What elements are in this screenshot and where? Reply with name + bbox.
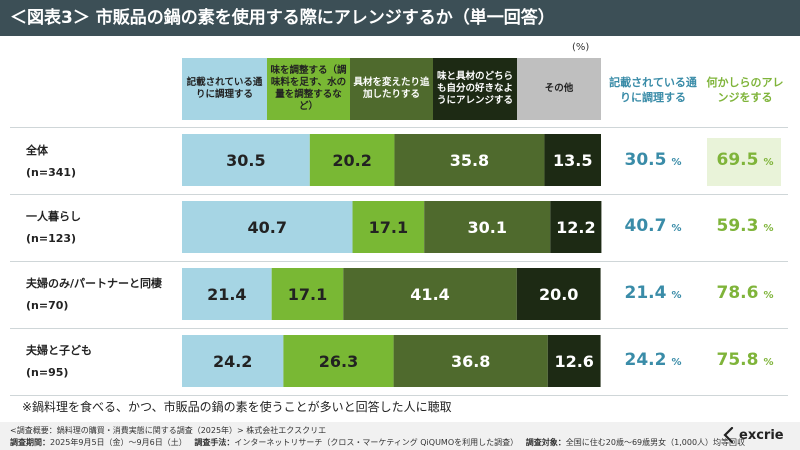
header-summary-as-written: 記載されている通りに調理する [609, 76, 697, 104]
bar-value-label: 24.2 [213, 352, 252, 371]
bar-segment [182, 335, 284, 387]
row-label-family: 夫婦と子ども (n=95) [26, 340, 92, 384]
separator-line [10, 395, 788, 396]
separator-line [10, 328, 788, 329]
row-label-name: 全体 [26, 144, 48, 157]
bar-segment [394, 134, 545, 186]
bar-value-label: 21.4 [207, 285, 246, 304]
summary-value: 59.3 [716, 216, 759, 236]
row-label-n: (n=70) [26, 299, 69, 312]
survey-overview: <調査概要：鍋料理の購買・消費実態に関する調査（2025年）> 株式会社エクスク… [10, 426, 327, 435]
bar-segment [544, 134, 601, 186]
separator-line [10, 194, 788, 195]
summary-as-written-single: 40.7% [605, 216, 701, 236]
bar-segment [547, 335, 601, 387]
slash-arrow-icon [723, 427, 734, 443]
company-logo: excrie [722, 425, 794, 445]
summary-unit: % [671, 357, 682, 368]
header-change-ingredients: 具材を変えたり追加したりする [350, 58, 433, 120]
survey-target: 全国に住む20歳～69歳男女（1,000人）均等回収 [565, 438, 746, 447]
row-label-single: 一人暮らし (n=123) [26, 206, 81, 250]
row-label-n: (n=123) [26, 232, 77, 245]
chart-title: ＜図表3＞ 市販品の鍋の素を使用する際にアレンジするか（単一回答） [10, 8, 555, 28]
summary-value: 21.4 [624, 283, 667, 303]
row-label-name: 夫婦のみ/パートナーと同棲 [26, 277, 163, 290]
summary-value: 40.7 [624, 216, 667, 236]
logo-text: excrie [739, 427, 784, 443]
summary-unit: % [763, 223, 774, 234]
bar-value-label: 40.7 [248, 218, 287, 237]
summary-as-written-family: 24.2% [605, 350, 701, 370]
bar-value-label: 20.2 [332, 151, 371, 170]
bar-value-label: 12.6 [554, 352, 593, 371]
row-label-total: 全体 (n=341) [26, 140, 76, 184]
bar-segment [424, 201, 551, 253]
bar-segment [516, 268, 601, 320]
summary-value: 30.5 [624, 150, 667, 170]
survey-period: 2025年9月5日（金）～9月6日（土） [50, 438, 187, 447]
summary-unit: % [671, 290, 682, 301]
bar-segment [352, 201, 425, 253]
separator-line [10, 261, 788, 262]
bar-segment [182, 134, 310, 186]
bar-value-label: 35.8 [450, 151, 489, 170]
row-label-n: (n=95) [26, 366, 69, 379]
header-summary-any-arrange: 何かしらのアレンジをする [706, 76, 784, 104]
survey-method: インターネットリサーチ（クロス・マーケティング QiQUMOを利用した調査） [234, 438, 519, 447]
bar-value-label: 20.0 [539, 285, 578, 304]
bar-value-label: 30.1 [467, 218, 506, 237]
summary-unit: % [671, 223, 682, 234]
header-other: その他 [517, 58, 601, 120]
bar-segment [182, 268, 272, 320]
summary-value: 75.8 [716, 350, 759, 370]
bar-value-label: 36.8 [451, 352, 490, 371]
footnote: ※鍋料理を食べる、かつ、市販品の鍋の素を使うことが多いと回答した人に聴取 [22, 400, 452, 414]
summary-value: 69.5 [716, 150, 759, 170]
survey-method-label: 調査手法： [194, 438, 235, 447]
bar-segment [393, 335, 548, 387]
header-as-written: 記載されている通りに調理する [182, 58, 267, 120]
summary-value: 24.2 [624, 350, 667, 370]
summary-value: 78.6 [716, 283, 759, 303]
row-label-name: 夫婦と子ども [26, 344, 92, 357]
bar-value-label: 26.3 [319, 352, 358, 371]
summary-any-arrange-family: 75.8% [705, 350, 785, 370]
summary-as-written-couple: 21.4% [605, 283, 701, 303]
bar-segment [283, 335, 394, 387]
summary-unit: % [671, 157, 682, 168]
bar-value-label: 41.4 [410, 285, 449, 304]
bar-segment [182, 201, 353, 253]
bar-value-label: 17.1 [369, 218, 408, 237]
summary-any-arrange-total: 69.5% [705, 150, 785, 170]
summary-any-arrange-single: 59.3% [705, 216, 785, 236]
survey-period-label: 調査期間： [10, 438, 50, 447]
row-label-couple: 夫婦のみ/パートナーと同棲 (n=70) [26, 273, 162, 317]
bar-segment [550, 201, 602, 253]
row-label-name: 一人暮らし [26, 210, 81, 223]
unit-label: (%) [572, 42, 590, 53]
summary-unit: % [763, 157, 774, 168]
highlight-box [707, 138, 781, 186]
bar-value-label: 13.5 [553, 151, 592, 170]
title-bar [0, 0, 800, 36]
separator-line [10, 127, 788, 128]
survey-target-label: 調査対象： [525, 438, 566, 447]
row-label-n: (n=341) [26, 166, 77, 179]
bar-value-label: 30.5 [226, 151, 265, 170]
footer-bar [0, 422, 800, 450]
summary-unit: % [763, 290, 774, 301]
header-arrange-both: 味と具材のどちらも自分の好きなようにアレンジする [433, 58, 517, 120]
summary-unit: % [763, 357, 774, 368]
bar-segment [309, 134, 395, 186]
bar-segment [271, 268, 344, 320]
bar-segment [343, 268, 517, 320]
bar-value-label: 12.2 [556, 218, 595, 237]
survey-details: 調査期間：2025年9月5日（金）～9月6日（土） 調査手法：インターネットリサ… [10, 437, 745, 448]
header-adjust-taste: 味を調整する（調味料を足す、水の量を調整するなど） [267, 58, 350, 120]
bar-value-label: 17.1 [288, 285, 327, 304]
summary-any-arrange-couple: 78.6% [705, 283, 785, 303]
summary-as-written-total: 30.5% [605, 150, 701, 170]
